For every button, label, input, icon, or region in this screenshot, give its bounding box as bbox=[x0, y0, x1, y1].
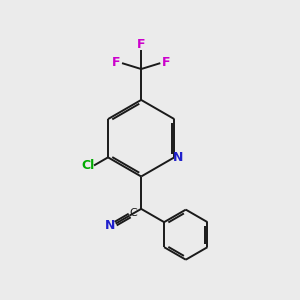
Text: N: N bbox=[173, 151, 183, 164]
Text: F: F bbox=[137, 38, 146, 51]
Text: F: F bbox=[162, 56, 170, 69]
Text: C: C bbox=[129, 208, 137, 218]
Text: F: F bbox=[112, 56, 120, 69]
Text: Cl: Cl bbox=[81, 159, 94, 172]
Text: N: N bbox=[105, 219, 116, 232]
